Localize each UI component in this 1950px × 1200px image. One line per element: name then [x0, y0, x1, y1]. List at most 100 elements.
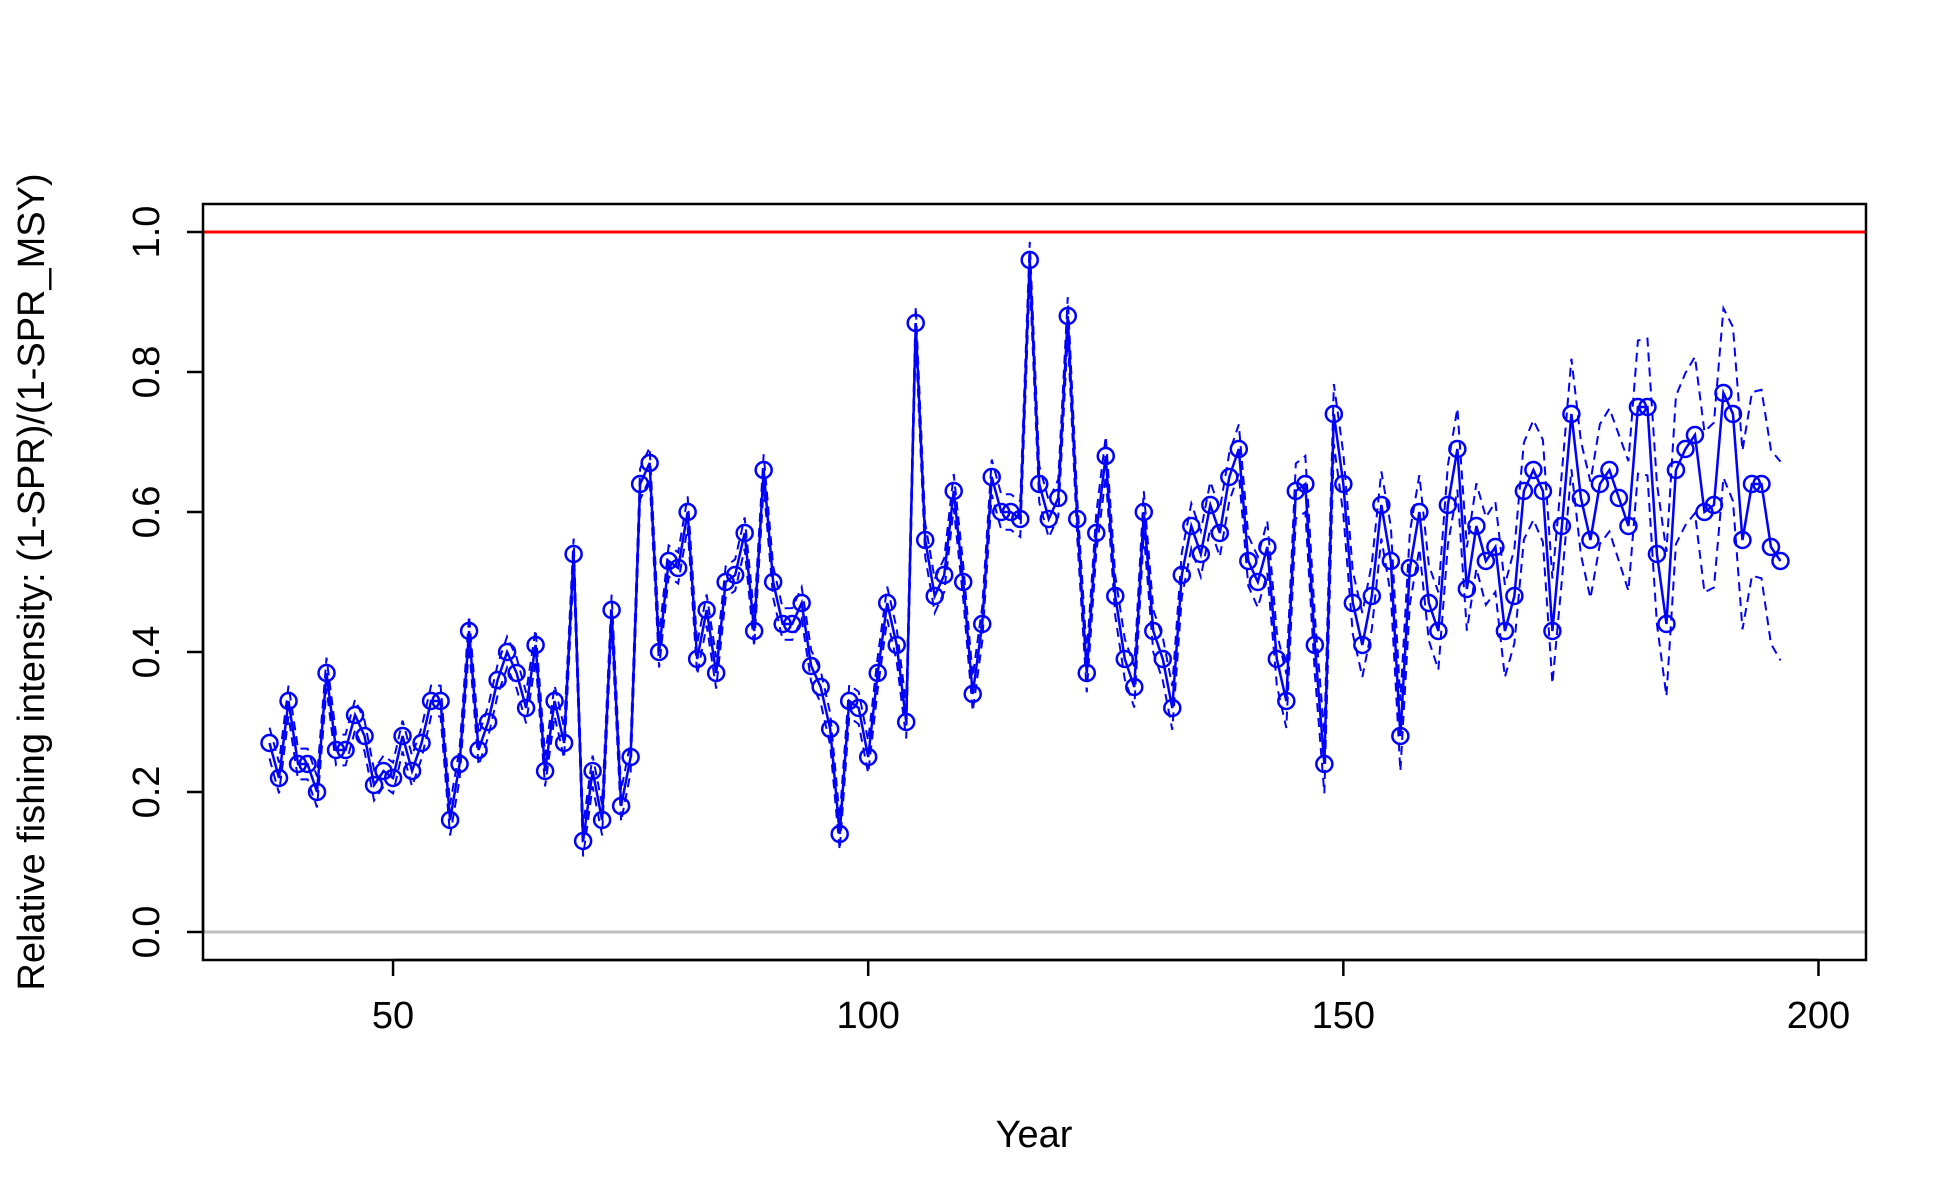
- data-point: [991, 502, 1011, 522]
- data-point: [1125, 677, 1144, 697]
- y-tick-label: 0.4: [126, 626, 168, 679]
- data-point: [1571, 488, 1591, 508]
- data-point: [1685, 425, 1705, 445]
- data-point: [1115, 649, 1135, 669]
- data-point: [288, 754, 308, 774]
- data-point: [868, 663, 887, 683]
- data-point: [1220, 467, 1239, 487]
- y-tick-label: 0.0: [126, 906, 168, 959]
- data-point: [1210, 523, 1230, 543]
- data-point: [887, 635, 906, 655]
- data-point: [1429, 621, 1448, 641]
- data-point: [972, 614, 992, 634]
- data-point: [792, 593, 811, 613]
- reference-lines: [203, 230, 1866, 934]
- data-point: [773, 614, 792, 634]
- data-point: [1049, 488, 1068, 508]
- data-point: [1353, 635, 1372, 655]
- data-point: [602, 600, 621, 620]
- data-point: [1666, 460, 1686, 480]
- data-point: [355, 726, 374, 746]
- data-point: [801, 656, 821, 676]
- data-point: [744, 621, 764, 641]
- series-lines: [268, 259, 1782, 842]
- data-point: [1752, 474, 1771, 494]
- data-point: [982, 467, 1001, 487]
- data-point: [1533, 481, 1553, 501]
- y-tick-label: 0.6: [126, 486, 168, 539]
- data-point: [573, 831, 593, 851]
- y-axis-title: Relative fishing intensity: (1-SPR)/(1-S…: [11, 173, 53, 990]
- data-point: [554, 733, 574, 753]
- data-point: [440, 810, 460, 830]
- data-point: [1096, 446, 1116, 466]
- data-point: [1134, 502, 1154, 522]
- data-point: [1343, 593, 1363, 613]
- data-point: [1324, 404, 1344, 424]
- data-point: [1362, 586, 1382, 606]
- data-point: [1172, 565, 1192, 585]
- data-point: [1077, 663, 1097, 683]
- data-point: [735, 523, 754, 543]
- data-point: [1543, 621, 1562, 641]
- data-point: [1239, 551, 1258, 571]
- data-point: [336, 740, 355, 760]
- data-point: [507, 663, 526, 683]
- data-point: [1039, 509, 1059, 529]
- data-point: [820, 719, 840, 739]
- data-point: [450, 754, 469, 774]
- series-points: [260, 250, 1790, 851]
- data-point: [488, 670, 507, 690]
- data-point: [592, 810, 612, 830]
- data-point: [1704, 495, 1724, 515]
- data-point: [906, 313, 925, 333]
- data-point: [640, 453, 659, 473]
- data-point: [830, 824, 849, 844]
- data-point: [1467, 516, 1486, 536]
- data-point: [1153, 649, 1173, 669]
- data-point: [1277, 691, 1296, 711]
- x-tick-label: 100: [836, 995, 899, 1037]
- x-axis-title: Year: [996, 1114, 1073, 1156]
- data-point: [668, 558, 688, 578]
- data-point: [1638, 397, 1657, 417]
- data-point: [1201, 495, 1220, 515]
- y-tick-label: 0.2: [126, 766, 168, 819]
- data-point: [896, 712, 916, 732]
- x-tick-label: 50: [372, 995, 414, 1037]
- data-point: [345, 705, 365, 725]
- data-point: [934, 565, 954, 585]
- data-point: [1742, 474, 1762, 494]
- data-point: [269, 768, 289, 788]
- data-point: [1581, 530, 1600, 550]
- data-point: [478, 712, 498, 732]
- data-point: [1372, 495, 1391, 515]
- data-point: [630, 474, 650, 494]
- data-point: [1144, 621, 1163, 641]
- data-point: [1391, 726, 1410, 746]
- data-point: [393, 726, 412, 746]
- data-point: [326, 740, 346, 760]
- data-point: [963, 684, 982, 704]
- data-point: [307, 782, 327, 802]
- data-point: [402, 761, 422, 781]
- data-point: [1087, 523, 1106, 543]
- data-point: [925, 586, 944, 606]
- data-point: [1182, 516, 1201, 536]
- data-point: [421, 691, 441, 711]
- data-point: [1020, 250, 1039, 270]
- data-point: [649, 642, 669, 662]
- data-point: [1723, 404, 1743, 424]
- data-point: [497, 642, 517, 662]
- data-point: [564, 544, 583, 564]
- data-point: [1562, 404, 1581, 424]
- data-point: [915, 530, 935, 550]
- data-point: [1296, 474, 1315, 494]
- data-point: [1495, 621, 1515, 641]
- data-point: [1505, 586, 1524, 606]
- x-tick-label: 150: [1312, 995, 1375, 1037]
- data-point: [1334, 474, 1353, 494]
- data-point: [944, 481, 963, 501]
- data-point: [431, 691, 450, 711]
